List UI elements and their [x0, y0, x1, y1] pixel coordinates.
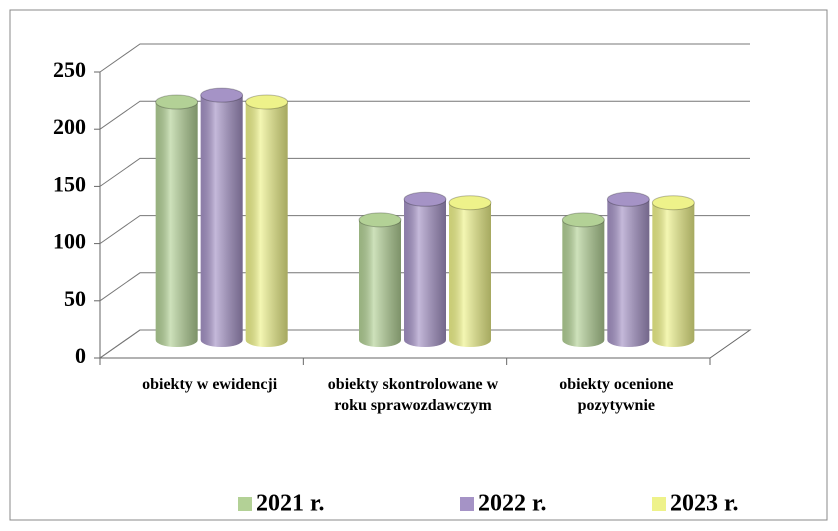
bar-top: [651, 195, 695, 211]
bar-shading: [245, 102, 288, 347]
y-tick-label: 250: [53, 57, 86, 82]
bar-top: [448, 195, 492, 211]
bar-top: [606, 191, 650, 207]
y-tick-label: 150: [53, 171, 86, 196]
x-tick-label: obiekty w ewidencji: [142, 376, 278, 393]
y-tick-label: 50: [64, 286, 86, 311]
legend-swatch: [460, 497, 474, 511]
grid-line: [99, 329, 750, 359]
bar-shading: [404, 199, 446, 347]
legend-swatch: [238, 497, 252, 511]
bar-top: [403, 191, 447, 207]
legend-swatch: [652, 497, 666, 511]
bar-top: [358, 212, 402, 228]
y-tick-label: 100: [53, 229, 86, 254]
y-tick-label: 0: [75, 343, 86, 368]
legend-label: 2022 r.: [478, 491, 546, 517]
x-tick-label: obiekty ocenione pozytywnie: [559, 376, 674, 414]
bar-shading: [607, 199, 650, 347]
bar-shading: [200, 95, 243, 348]
y-tick-label: 200: [53, 114, 86, 139]
bar-top: [155, 94, 199, 110]
bar-top: [245, 94, 289, 110]
grid-line: [99, 43, 750, 73]
chart-border: [9, 9, 828, 521]
bar-shading: [652, 202, 695, 347]
bar-top: [200, 87, 244, 103]
bar-shading: [359, 219, 401, 347]
x-tick-label: obiekty skontrolowane w roku sprawozdawc…: [327, 376, 499, 414]
grid-line: [99, 157, 750, 187]
bar-shading: [562, 219, 605, 347]
bar-shading: [449, 202, 491, 347]
legend-label: 2023 r.: [670, 491, 738, 517]
bar-shading: [155, 102, 198, 347]
grid-line: [99, 272, 750, 302]
bar-top: [561, 212, 605, 228]
legend-label: 2021 r.: [256, 491, 324, 517]
grid-line: [99, 100, 750, 130]
grid-line: [99, 215, 750, 245]
